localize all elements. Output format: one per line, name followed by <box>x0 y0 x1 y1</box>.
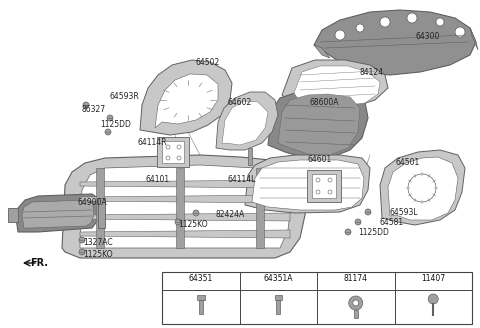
Polygon shape <box>314 45 330 58</box>
Polygon shape <box>62 155 308 258</box>
Text: 64300: 64300 <box>415 32 439 41</box>
Text: 64602: 64602 <box>228 98 252 107</box>
Text: 64501: 64501 <box>395 158 419 167</box>
Polygon shape <box>282 60 388 110</box>
Text: 64601: 64601 <box>308 155 332 164</box>
Text: 84124: 84124 <box>360 68 384 77</box>
Polygon shape <box>80 165 292 248</box>
Circle shape <box>407 13 417 23</box>
Circle shape <box>356 24 364 32</box>
Text: 1125KO: 1125KO <box>83 250 113 259</box>
Polygon shape <box>16 194 100 232</box>
Text: 82424A: 82424A <box>215 210 244 219</box>
Circle shape <box>408 174 436 202</box>
Polygon shape <box>140 60 232 135</box>
Polygon shape <box>98 198 105 228</box>
Circle shape <box>335 30 345 40</box>
Text: 1125KO: 1125KO <box>178 220 208 229</box>
Text: 1327AC: 1327AC <box>83 238 113 247</box>
Polygon shape <box>216 92 278 150</box>
Circle shape <box>105 129 111 135</box>
Bar <box>312 174 336 198</box>
Polygon shape <box>222 101 268 145</box>
Circle shape <box>328 190 332 194</box>
Text: 86327: 86327 <box>82 105 106 114</box>
Polygon shape <box>245 155 370 213</box>
Circle shape <box>166 145 170 149</box>
Bar <box>162 141 184 163</box>
Text: 64114L: 64114L <box>228 175 256 184</box>
Text: 64502: 64502 <box>195 58 219 67</box>
Bar <box>199 300 203 314</box>
Circle shape <box>79 237 85 243</box>
Circle shape <box>328 178 332 182</box>
Circle shape <box>316 190 320 194</box>
Text: 64900A: 64900A <box>78 198 108 207</box>
Text: 1125DD: 1125DD <box>358 228 389 237</box>
Circle shape <box>436 18 444 26</box>
Circle shape <box>175 219 181 225</box>
Bar <box>162 272 472 324</box>
Circle shape <box>349 296 363 310</box>
Polygon shape <box>176 168 184 248</box>
Circle shape <box>353 300 359 306</box>
Polygon shape <box>380 150 465 225</box>
Polygon shape <box>314 10 476 75</box>
Polygon shape <box>256 168 264 248</box>
Polygon shape <box>278 94 360 155</box>
Bar <box>276 300 280 314</box>
Text: 64351A: 64351A <box>264 274 293 283</box>
Circle shape <box>365 209 371 215</box>
Polygon shape <box>80 213 290 221</box>
Polygon shape <box>294 66 380 106</box>
Text: 11407: 11407 <box>421 274 445 283</box>
Polygon shape <box>470 28 478 50</box>
Bar <box>275 295 282 300</box>
Polygon shape <box>80 195 290 203</box>
Polygon shape <box>8 208 18 222</box>
Bar <box>157 137 189 167</box>
Circle shape <box>79 249 85 255</box>
Bar <box>307 170 341 202</box>
Circle shape <box>107 115 113 121</box>
Polygon shape <box>22 200 94 228</box>
Text: 64593L: 64593L <box>390 208 419 217</box>
Polygon shape <box>155 74 218 128</box>
Circle shape <box>316 178 320 182</box>
Text: 68600A: 68600A <box>310 98 339 107</box>
Polygon shape <box>80 180 290 188</box>
Text: 64581: 64581 <box>380 218 404 227</box>
Polygon shape <box>388 157 458 220</box>
Circle shape <box>380 17 390 27</box>
Text: 64114R: 64114R <box>138 138 168 147</box>
Polygon shape <box>248 148 252 165</box>
Polygon shape <box>268 90 368 158</box>
Text: 64593R: 64593R <box>110 92 140 101</box>
Text: 1125DD: 1125DD <box>100 120 131 129</box>
Circle shape <box>455 27 465 37</box>
Polygon shape <box>252 160 364 210</box>
Circle shape <box>177 145 181 149</box>
Text: 81174: 81174 <box>344 274 368 283</box>
Polygon shape <box>80 230 290 238</box>
Circle shape <box>355 219 361 225</box>
Bar <box>354 310 358 318</box>
Circle shape <box>345 229 351 235</box>
Polygon shape <box>96 168 104 248</box>
Bar <box>197 295 205 300</box>
Circle shape <box>193 210 199 216</box>
Circle shape <box>166 156 170 160</box>
Text: 64101: 64101 <box>145 175 169 184</box>
Circle shape <box>177 156 181 160</box>
Text: 64351: 64351 <box>189 274 213 283</box>
Text: FR.: FR. <box>30 258 48 268</box>
Circle shape <box>83 102 89 108</box>
Circle shape <box>428 294 438 304</box>
